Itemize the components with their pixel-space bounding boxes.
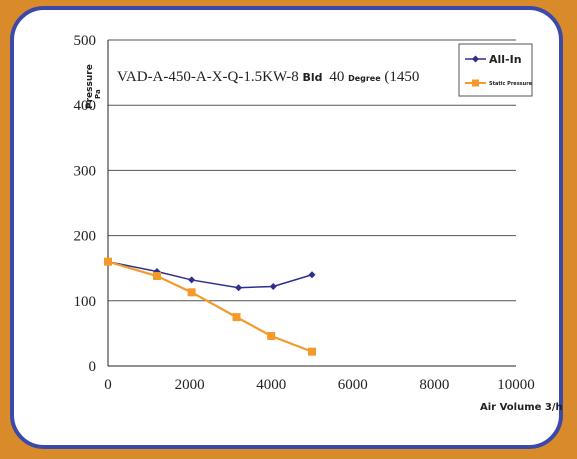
series-layer (104, 257, 316, 356)
legend-label-static-pressure: Static Pressure (489, 81, 533, 87)
chart-title: VAD-A-450-A-X-Q-1.5KW-8 Bld 40 Degree (1… (117, 69, 419, 85)
data-point (152, 272, 161, 281)
title-part-2: Bld (303, 71, 323, 84)
data-point (188, 276, 196, 284)
x-tick-label: 6000 (338, 377, 368, 393)
y-tick-label: 0 (89, 359, 97, 375)
x-axis-label: Air Volume 3/h (480, 402, 563, 413)
y-tick-label: 400 (74, 98, 97, 114)
y-axis-label: Pressure (85, 64, 95, 109)
data-point (267, 332, 276, 341)
x-tick-label: 0 (104, 377, 112, 393)
x-tick-label: 2000 (175, 377, 205, 393)
series-all-in (104, 258, 316, 292)
title-part-5: (1450 (384, 69, 419, 85)
y-tick-label: 500 (74, 33, 97, 49)
data-point (308, 347, 316, 356)
legend-marker-all-in (472, 55, 479, 63)
legend: All-In Static Pressure (458, 43, 533, 97)
data-point (187, 288, 196, 297)
data-point (232, 313, 241, 322)
grid (108, 39, 516, 302)
series-line (107, 260, 313, 353)
legend-box (458, 43, 533, 97)
title-part-3: 40 (329, 69, 344, 85)
y-tick-label: 100 (74, 294, 97, 310)
y-tick-label: 300 (74, 163, 97, 179)
x-tick-label: 10000 (497, 377, 535, 393)
legend-label-all-in: All-In (489, 53, 522, 66)
x-tick-label: 4000 (256, 377, 286, 393)
y-axis-unit: Pa (94, 89, 102, 99)
y-tick-labels: 0 100 200 300 400 500 (74, 33, 97, 375)
data-point (269, 282, 277, 290)
x-tick-labels: 0 2000 4000 6000 8000 10000 (104, 377, 535, 393)
legend-marker-static-pressure (472, 79, 479, 87)
data-point (235, 284, 243, 292)
series-line (107, 260, 313, 289)
title-main: VAD-A-450-A-X-Q-1.5KW-8 (117, 69, 299, 85)
data-point (104, 257, 112, 266)
series-static-pressure (104, 257, 316, 356)
data-point (308, 271, 316, 279)
x-tick-label: 8000 (419, 377, 449, 393)
title-part-4: Degree (348, 74, 381, 83)
y-tick-label: 200 (74, 229, 97, 245)
